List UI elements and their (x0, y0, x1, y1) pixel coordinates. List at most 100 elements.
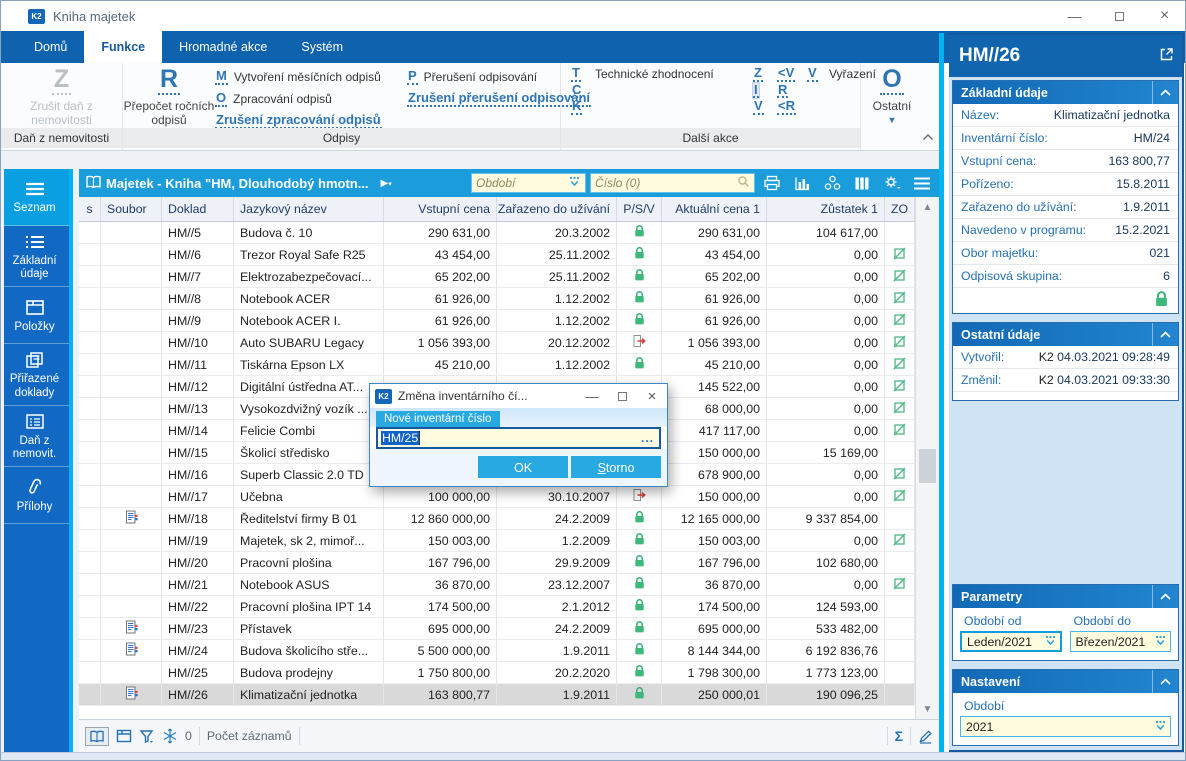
column-header-doklad[interactable]: Doklad (162, 197, 234, 221)
prepocet-rocnich-odpisu-button[interactable]: R Přepočet ročních odpisů (123, 65, 215, 128)
table-row[interactable]: HM//21 Notebook ASUS 36 870,00 23.12.2007 36… (79, 574, 915, 596)
table-row[interactable]: HM//17 Učebna 100 000,00 30.10.2007 150 000,… (79, 486, 915, 508)
column-header-aktualni-cena[interactable]: Aktuální cena 1 (662, 197, 767, 221)
workflow-icon[interactable] (819, 175, 845, 191)
ribbon-action-letter[interactable]: V (753, 98, 764, 115)
maximize-icon[interactable] (1097, 1, 1142, 31)
table-row[interactable]: HM//8 Notebook ACER 61 926,00 1.12.2002 61 9… (79, 288, 915, 310)
obdobi-select[interactable]: 2021 (960, 716, 1171, 737)
table-row[interactable]: HM//11 Tiskárna Epson LX 45 210,00 1.12.200… (79, 354, 915, 376)
obdobi-do-select[interactable]: Březen/2021 (1069, 631, 1171, 652)
table-row[interactable]: HM//16 Superb Classic 2.0 TD 678 900,00 0,0… (79, 464, 915, 486)
snowflake-icon[interactable] (162, 728, 178, 744)
ribbon-action-letter[interactable]: C (571, 81, 583, 99)
column-header-nazev[interactable]: Jazykový název (234, 197, 384, 221)
storno-button[interactable]: Storno (571, 456, 661, 478)
ok-button[interactable]: OK (478, 456, 568, 478)
ribbon-action-letter[interactable]: R (777, 81, 789, 99)
columns-icon[interactable] (849, 176, 875, 191)
sidebar-item-prirazene-doklady[interactable]: Přiřazené doklady (4, 344, 69, 406)
ribbon-action-letter[interactable]: <R (777, 98, 796, 115)
column-header-zo[interactable]: ZO (885, 197, 915, 221)
ribbon-collapse-icon[interactable] (922, 132, 934, 144)
minimize-icon[interactable]: — (1067, 8, 1082, 24)
section-header-nastaveni[interactable]: Nastavení (953, 670, 1178, 693)
minimize-icon[interactable]: — (585, 388, 599, 404)
ribbon-action[interactable]: Zrušení zpracování odpisů (215, 112, 382, 129)
obdobi-od-select[interactable]: Leden/2021 (960, 631, 1062, 652)
chevron-up-icon[interactable] (1152, 323, 1178, 346)
table-row[interactable]: HM//6 Trezor Royal Safe R25 43 454,00 25.11… (79, 244, 915, 266)
table-row[interactable]: HM//10 Auto SUBARU Legacy 1 056 393,00 20.1… (79, 332, 915, 354)
tab-hromadne-akce[interactable]: Hromadné akce (179, 40, 268, 54)
book-view-icon[interactable] (85, 726, 109, 746)
card-view-icon[interactable] (116, 729, 132, 743)
menu-icon[interactable] (909, 177, 935, 190)
scroll-up-icon[interactable]: ▲ (922, 201, 933, 213)
ribbon-action[interactable]: M Vytvoření měsíčních odpisů (215, 68, 381, 85)
chevron-up-icon[interactable] (1152, 585, 1178, 608)
table-row[interactable]: HM//22 Pracovní plošina IPT 14 174 500,00 2… (79, 596, 915, 618)
settings-icon[interactable] (879, 175, 905, 191)
edit-icon[interactable] (918, 729, 933, 744)
scrollbar-thumb[interactable] (919, 449, 936, 483)
ribbon-action-letter[interactable]: T (571, 65, 581, 82)
ribbon-action-letter[interactable]: K (571, 98, 583, 115)
tab-domu[interactable]: Domů (34, 40, 68, 54)
inventory-number-input[interactable]: HM/25 ... (376, 427, 661, 449)
obdobi-filter-input[interactable]: Období (471, 173, 586, 193)
sidebar-item-prilohy[interactable]: Přílohy (4, 467, 69, 525)
ribbon-action-letter[interactable]: Z (753, 65, 763, 82)
table-row[interactable]: HM//15 Školicí středisko 150 000,00 15 169,… (79, 442, 915, 464)
section-header-zakladni[interactable]: Základní údaje (953, 81, 1178, 104)
sidebar-item-dan-z-nemovit[interactable]: Daň z nemovit. (4, 406, 69, 468)
sidebar-item-polozky[interactable]: Položky (4, 287, 69, 345)
expand-arrow-icon[interactable]: ▶▾ (380, 177, 392, 189)
column-header-s[interactable]: s (79, 197, 101, 221)
vertical-scrollbar[interactable]: ▲ ▼ (915, 197, 939, 719)
column-header-zarazeno[interactable]: Zařazeno do užívání (497, 197, 617, 221)
table-row[interactable]: HM//19 Majetek, sk 2, mimoř... 150 003,00 1… (79, 530, 915, 552)
ostatni-button[interactable]: O Ostatní ▼ (872, 65, 912, 126)
table-row[interactable]: HM//20 Pracovní plošina 167 796,00 29.9.200… (79, 552, 915, 574)
chevron-up-icon[interactable] (1152, 670, 1178, 693)
table-row[interactable]: HM//9 Notebook ACER I. 61 926,00 1.12.2002 6… (79, 310, 915, 332)
cell-zarazeno: 30.10.2007 (497, 486, 617, 508)
column-header-vstupni-cena[interactable]: Vstupní cena (384, 197, 497, 221)
column-header-zustatek[interactable]: Zůstatek 1 (767, 197, 885, 221)
ribbon-action-letter[interactable]: V (807, 65, 818, 82)
ribbon-action[interactable]: O Zpracování odpisů (215, 90, 332, 107)
ribbon-action[interactable]: Zrušení přerušení odpisování (407, 90, 592, 107)
scroll-down-icon[interactable]: ▼ (922, 703, 933, 715)
column-header-psv[interactable]: P/S/V (617, 197, 662, 221)
table-row[interactable]: HM//18 Ředitelství firmy B 01 12 860 000,0… (79, 508, 915, 530)
open-record-icon[interactable] (1159, 47, 1174, 65)
table-row[interactable]: HM//23 Přístavek 695 000,00 24.2.2009 695 00… (79, 618, 915, 640)
section-header-parametry[interactable]: Parametry (953, 585, 1178, 608)
browse-button[interactable]: ... (640, 431, 654, 445)
filter-icon[interactable] (139, 729, 155, 744)
chevron-up-icon[interactable] (1152, 81, 1178, 104)
section-header-ostatni[interactable]: Ostatní údaje (953, 323, 1178, 346)
sum-icon[interactable]: Σ (894, 728, 903, 744)
column-header-soubor[interactable]: Soubor (101, 197, 162, 221)
ribbon-action[interactable]: P Přerušení odpisování (407, 68, 538, 85)
maximize-icon[interactable] (607, 384, 637, 408)
ribbon-action-letter[interactable]: <V (777, 65, 796, 82)
table-row[interactable]: HM//25 Budova prodejny 1 750 800,00 20.2.20… (79, 662, 915, 684)
sidebar-item-zakladni-udaje[interactable]: Základní údaje (4, 226, 69, 288)
tab-funkce[interactable]: Funkce (84, 31, 163, 63)
table-row[interactable]: HM//26 Klimatizační jednotka 163 800,77 1.9… (79, 684, 915, 706)
table-row[interactable]: HM//13 Vysokozdvižný vozík ... 68 000,00 0,… (79, 398, 915, 420)
chart-icon[interactable] (789, 176, 815, 191)
sidebar-item-seznam[interactable]: Seznam (4, 169, 69, 226)
close-icon[interactable]: × (647, 387, 657, 405)
ribbon-action-letter[interactable]: I (752, 81, 760, 100)
cislo-search-input[interactable]: Číslo (0) (590, 173, 755, 193)
tab-system[interactable]: Systém (301, 40, 344, 54)
close-icon[interactable]: × (1159, 7, 1170, 24)
print-icon[interactable] (759, 175, 785, 191)
table-row[interactable]: HM//24 Budova školicího stře... 5 500 000,… (79, 640, 915, 662)
table-row[interactable]: HM//7 Elektrozabezpečovací... 65 202,00 25.… (79, 266, 915, 288)
table-row[interactable]: HM//5 Budova č. 10 290 631,00 20.3.2002 290 … (79, 222, 915, 244)
